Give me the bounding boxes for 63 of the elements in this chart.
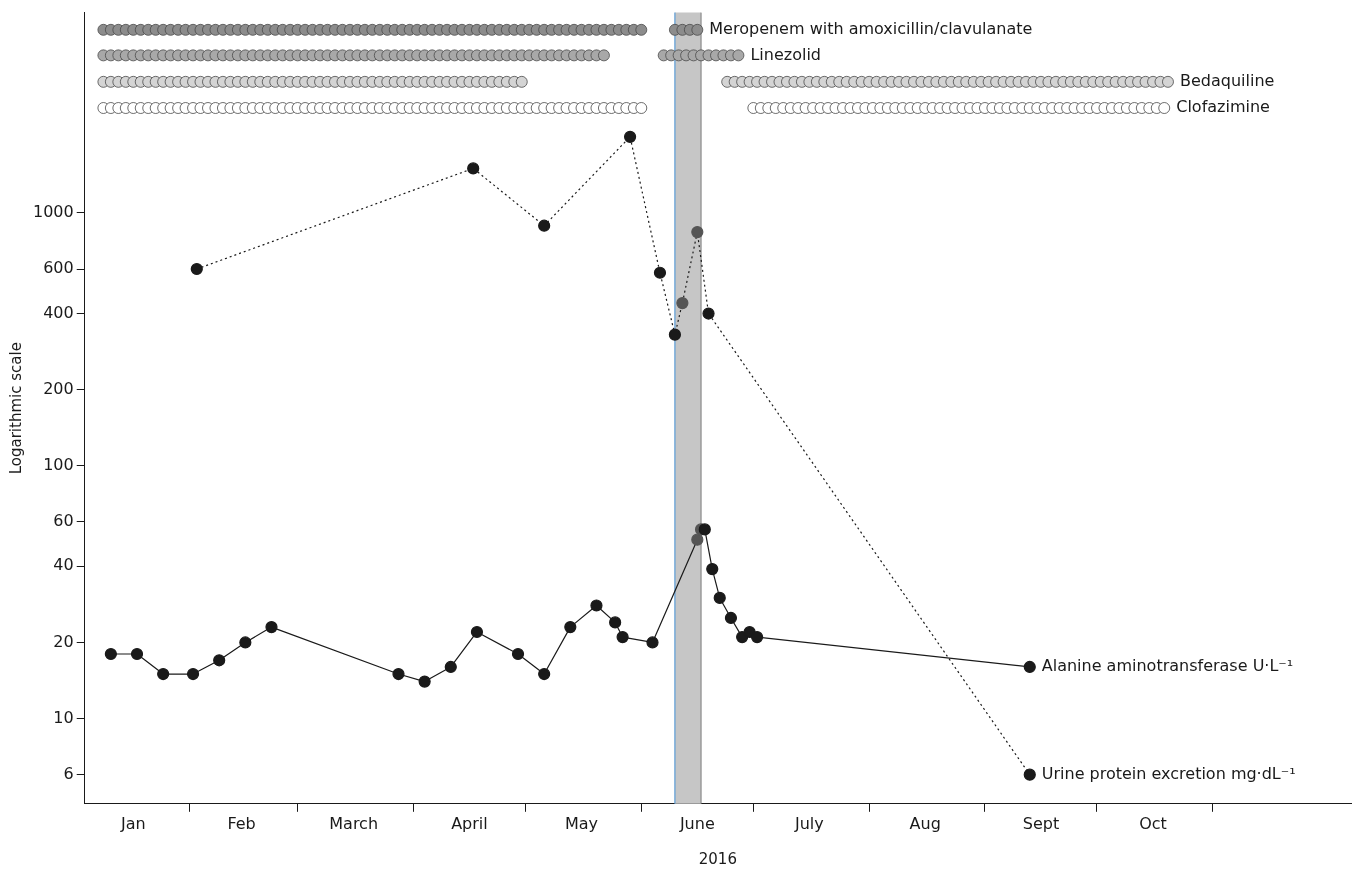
point: [706, 563, 719, 576]
point: [616, 630, 629, 644]
x-tick-label: April: [451, 813, 488, 833]
point: [1023, 660, 1036, 674]
point: [186, 667, 200, 681]
series-label: Clofazimine: [1176, 97, 1270, 117]
point: [104, 647, 117, 661]
x-tick-label: July: [793, 813, 824, 833]
point: [590, 599, 603, 612]
point: [190, 262, 203, 276]
point: [511, 647, 525, 661]
y-tick-label: 100: [43, 454, 74, 474]
point: [444, 660, 457, 674]
point: [653, 266, 667, 279]
y-tick-label: 6: [63, 763, 74, 783]
x-tick-label: Jan: [119, 813, 146, 833]
point: [1023, 768, 1036, 781]
series-label: Urine protein excretion mg·dL⁻¹: [1041, 763, 1296, 783]
point: [467, 162, 480, 175]
y-axis-title: Logarithmic scale: [6, 342, 25, 475]
point: [130, 647, 144, 661]
point: [713, 591, 726, 605]
x-tick-label: June: [678, 813, 715, 833]
point: [470, 625, 484, 639]
point: [702, 307, 715, 320]
series-label: Meropenem with amoxicillin/clavulanate: [709, 18, 1033, 38]
x-tick-label: Sept: [1022, 813, 1060, 833]
point: [646, 636, 659, 649]
x-tick-label: May: [564, 813, 599, 833]
point: [418, 675, 431, 688]
y-tick-label: 20: [53, 631, 74, 651]
x-axis-title: 2016: [698, 849, 737, 868]
point: [676, 296, 689, 310]
point: [392, 667, 405, 681]
point: [668, 328, 681, 341]
y-tick-label: 600: [43, 258, 74, 278]
point: [691, 225, 704, 239]
y-tick-label: 10: [53, 707, 74, 727]
point: [724, 611, 738, 625]
point: [698, 523, 711, 536]
x-tick-label: Aug: [909, 813, 941, 833]
series-label: Alanine aminotransferase U·L⁻¹: [1041, 656, 1294, 676]
y-tick-label: 400: [43, 302, 74, 322]
point: [623, 130, 637, 143]
point: [609, 616, 622, 629]
point: [239, 636, 252, 649]
point: [564, 620, 577, 634]
x-tick-label: Feb: [227, 813, 256, 833]
point: [691, 533, 704, 546]
point: [538, 667, 551, 681]
point: [750, 630, 764, 644]
point: [538, 219, 551, 232]
y-tick-label: 1000: [33, 202, 74, 222]
point: [265, 620, 278, 634]
point: [213, 654, 226, 667]
y-tick-label: 40: [53, 555, 74, 575]
x-tick-label: March: [329, 813, 379, 833]
x-tick-label: Oct: [1139, 813, 1167, 833]
point: [157, 667, 170, 681]
series-label: Linezolid: [750, 44, 821, 64]
y-tick-label: 60: [53, 510, 74, 530]
series-label: Bedaquiline: [1179, 71, 1275, 90]
y-tick-label: 200: [43, 378, 74, 398]
